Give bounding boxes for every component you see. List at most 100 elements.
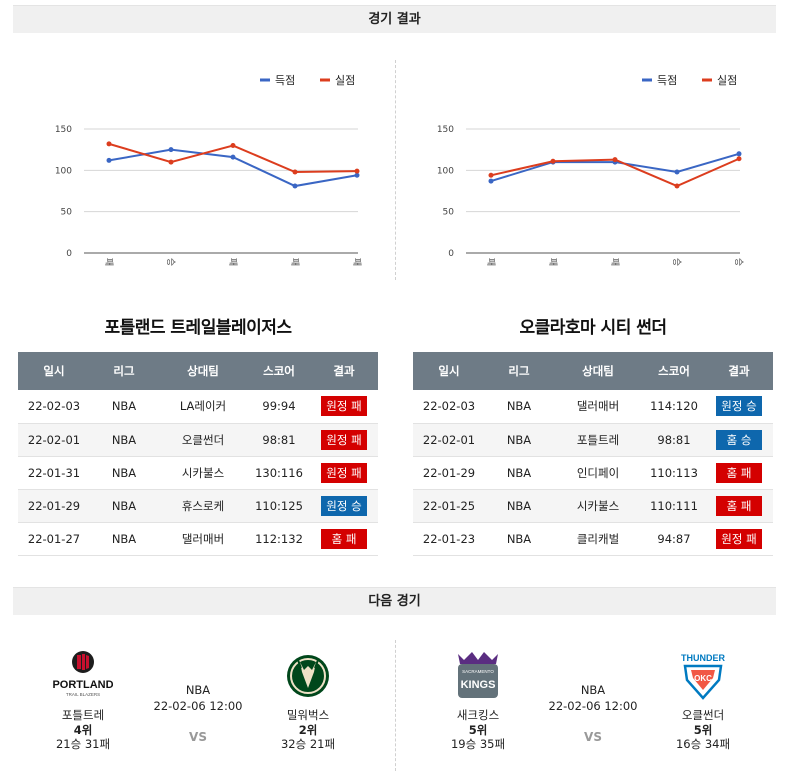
table-row: 22-01-29 NBA 휴스로케 110:125 원정 승: [18, 489, 378, 523]
legend-label: 실점: [335, 74, 355, 87]
cell-score: 94:87: [643, 522, 705, 556]
data-point: [230, 154, 236, 160]
svg-text:THUNDER: THUNDER: [681, 653, 725, 663]
cell-result: 원정 패: [705, 522, 773, 556]
match-divider: [395, 640, 396, 771]
table-row: 22-02-01 NBA 오클썬더 98:81 원정 패: [18, 423, 378, 457]
match-1-datetime: 22-02-06 12:00: [153, 699, 243, 713]
cell-opponent: 클리캐벌: [553, 522, 643, 556]
match-1-away-name: 밀워벅스: [286, 708, 330, 722]
y-tick-label: 50: [61, 208, 73, 218]
match-1-home-rank: 4위: [73, 723, 93, 737]
cell-opponent: 시카불스: [553, 489, 643, 523]
chart-okc-svg: 득점 실점 0 50 100 150 패 패 패 승 승: [437, 74, 744, 266]
col-opponent: 상대팀: [158, 352, 248, 390]
cell-result: 홈 승: [705, 423, 773, 457]
cell-score: 114:120: [643, 390, 705, 424]
cell-league: NBA: [90, 423, 158, 457]
cell-league: NBA: [90, 456, 158, 490]
cell-date: 22-02-01: [18, 423, 90, 457]
match-2-datetime: 22-02-06 12:00: [548, 699, 638, 713]
bucks-logo-icon: [287, 655, 329, 697]
result-badge: 홈 패: [321, 528, 367, 549]
cell-result: 홈 패: [310, 522, 378, 556]
y-tick-label: 150: [55, 125, 72, 135]
data-point: [736, 151, 742, 157]
x-tick-label: 승: [671, 258, 682, 266]
match-2-home-team[interactable]: SACRAMENTO KINGS 새크킹스 5위 19승 35패: [433, 650, 523, 751]
col-score: 스코어: [248, 352, 310, 390]
cell-score: 110:111: [643, 489, 705, 523]
x-tick-label: 패: [103, 258, 114, 266]
match-2-home-record: 19승 35패: [450, 737, 506, 751]
cell-league: NBA: [90, 390, 158, 424]
cell-result: 원정 승: [705, 390, 773, 424]
match-1-home-record: 21승 31패: [55, 737, 111, 751]
table-row: 22-02-03 NBA 댈러매버 114:120 원정 승: [413, 390, 773, 424]
data-point: [674, 169, 680, 175]
table-row: 22-02-01 NBA 포틀트레 98:81 홈 승: [413, 423, 773, 457]
cell-league: NBA: [485, 522, 553, 556]
col-opponent: 상대팀: [553, 352, 643, 390]
data-point: [230, 143, 236, 149]
cell-date: 22-01-31: [18, 456, 90, 490]
match-2-away-team[interactable]: THUNDER OKC 오클썬더 5위 16승 34패: [658, 650, 748, 751]
col-result: 결과: [705, 352, 773, 390]
svg-text:KINGS: KINGS: [461, 679, 496, 691]
col-result: 결과: [310, 352, 378, 390]
kings-logo-icon: SACRAMENTO KINGS: [458, 652, 498, 698]
match-2-vs: VS: [584, 730, 602, 744]
cell-score: 110:113: [643, 456, 705, 490]
match-1-home-team[interactable]: PORTLAND TRAIL BLAZERS 포틀트레 4위 21승 31패: [38, 650, 128, 751]
y-tick-label: 50: [443, 208, 455, 218]
cell-opponent: 휴스로케: [158, 489, 248, 523]
match-2-home-name: 새크킹스: [456, 708, 500, 722]
match-2-league: NBA: [580, 683, 606, 697]
data-point: [292, 183, 298, 189]
cell-result: 홈 패: [705, 456, 773, 490]
x-tick-label: 승: [165, 258, 176, 266]
cell-date: 22-02-01: [413, 423, 485, 457]
data-point: [550, 158, 556, 164]
x-tick-label: 패: [485, 258, 496, 266]
cell-score: 98:81: [248, 423, 310, 457]
col-score: 스코어: [643, 352, 705, 390]
chart-okc: 득점 실점 0 50 100 150 패 패 패 승 승: [404, 62, 776, 277]
match-1-away-team[interactable]: 밀워벅스 2위 32승 21패: [263, 650, 353, 751]
cell-date: 22-01-29: [18, 489, 90, 523]
cell-result: 원정 승: [310, 489, 378, 523]
result-badge: 원정 승: [716, 396, 762, 417]
recent-games-table-okc: 일시 리그 상대팀 스코어 결과 22-02-03 NBA 댈러매버 114:120 원…: [413, 352, 773, 556]
team-title-okc: 오클라호마 시티 썬더: [519, 318, 667, 338]
cell-league: NBA: [485, 489, 553, 523]
cell-opponent: 포틀트레: [553, 423, 643, 457]
table-row: 22-01-25 NBA 시카불스 110:111 홈 패: [413, 489, 773, 523]
y-tick-label: 150: [437, 125, 454, 135]
cell-league: NBA: [485, 390, 553, 424]
table-header-row: 일시 리그 상대팀 스코어 결과: [18, 352, 378, 390]
cell-opponent: 오클썬더: [158, 423, 248, 457]
table-row: 22-02-03 NBA LA레이커 99:94 원정 패: [18, 390, 378, 424]
col-date: 일시: [18, 352, 90, 390]
cell-date: 22-01-25: [413, 489, 485, 523]
result-badge: 홈 승: [716, 429, 762, 450]
x-tick-label: 패: [351, 258, 362, 266]
y-tick-label: 100: [437, 166, 454, 176]
match-2-info: NBA 22-02-06 12:00: [528, 682, 658, 714]
table-row: 22-01-29 NBA 인디페이 110:113 홈 패: [413, 456, 773, 490]
svg-text:TRAIL BLAZERS: TRAIL BLAZERS: [66, 692, 100, 697]
cell-date: 22-02-03: [18, 390, 90, 424]
cell-opponent: 시카불스: [158, 456, 248, 490]
match-1-info: NBA 22-02-06 12:00: [133, 682, 263, 714]
y-tick-label: 0: [66, 249, 72, 259]
data-point: [292, 169, 298, 175]
cell-opponent: 인디페이: [553, 456, 643, 490]
result-badge: 원정 패: [321, 429, 367, 450]
col-league: 리그: [485, 352, 553, 390]
x-tick-label: 패: [289, 258, 300, 266]
data-point: [168, 159, 174, 165]
data-point: [612, 157, 618, 163]
x-tick-label: 패: [609, 258, 620, 266]
cell-score: 110:125: [248, 489, 310, 523]
chart-divider: [395, 60, 396, 280]
